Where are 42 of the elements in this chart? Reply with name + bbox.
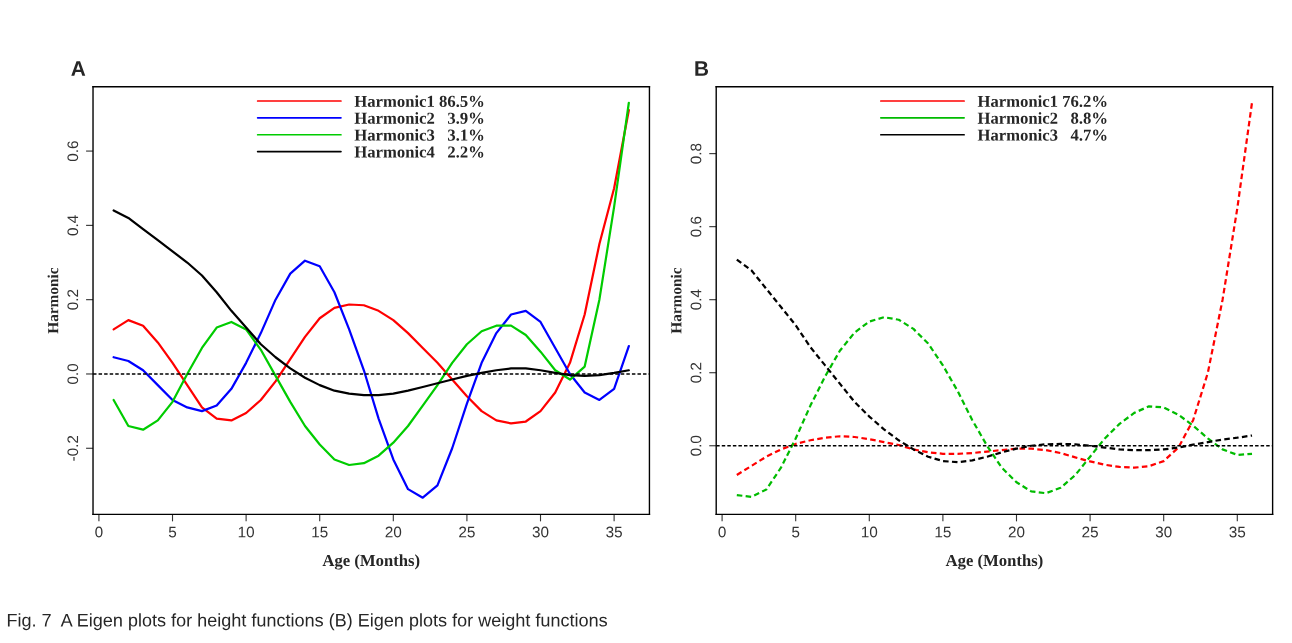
y-tick-label: 0.2	[67, 289, 79, 310]
x-axis-title: Age (Months)	[322, 554, 420, 570]
x-tick-label: 0	[718, 526, 726, 538]
y-tick-label: 0.8	[690, 143, 702, 164]
y-tick-label: 0.6	[67, 141, 79, 162]
y-tick-label: 0.4	[690, 289, 702, 310]
chart-title: A	[71, 61, 86, 76]
x-tick-label: 25	[459, 526, 475, 538]
x-tick-label: 30	[532, 526, 549, 538]
legend-label: Harmonic2 3.9%	[354, 112, 484, 124]
x-tick-label: 30	[1155, 526, 1172, 538]
x-tick-label: 35	[606, 526, 622, 538]
y-tick-label: 0.0	[67, 363, 79, 384]
caption: Fig. 7 A Eigen plots for height functions (B) Eigen plots for weight functions	[7, 613, 607, 631]
legend-label: Harmonic3 4.7%	[977, 129, 1107, 141]
legend-label: Harmonic3 3.1%	[354, 129, 484, 141]
x-tick-label: 15	[935, 526, 951, 538]
x-tick-label: 5	[168, 526, 177, 538]
x-tick-label: 20	[385, 526, 402, 538]
x-tick-label: 10	[238, 526, 255, 538]
y-tick-label: 0.2	[690, 362, 702, 383]
line-series	[112, 259, 630, 499]
x-tick-label: 15	[312, 526, 328, 538]
legend-label: Harmonic1 76.2%	[977, 95, 1107, 108]
y-tick-label: 0.4	[67, 215, 79, 236]
legend-label: Harmonic1 86.5%	[354, 95, 484, 108]
chart-title: B	[695, 61, 709, 76]
x-tick-label: 20	[1008, 526, 1025, 538]
y-axis-title: Harmonic	[670, 267, 682, 334]
y-tick-label: 0.6	[690, 216, 702, 237]
x-tick-label: 10	[861, 526, 878, 538]
x-tick-label: 5	[792, 526, 800, 538]
x-axis-title: Age (Months)	[945, 554, 1043, 570]
x-tick-label: 25	[1082, 526, 1098, 538]
y-tick-label: 0.0	[690, 435, 702, 456]
line-series	[735, 316, 1254, 498]
y-axis-title: Harmonic	[47, 267, 59, 334]
x-tick-label: 35	[1229, 526, 1246, 538]
x-tick-label: 0	[95, 526, 103, 538]
legend-label: Harmonic2 8.8%	[977, 112, 1107, 124]
legend-label: Harmonic4 2.2%	[354, 145, 484, 158]
y-tick-label: -0.2	[67, 435, 79, 461]
